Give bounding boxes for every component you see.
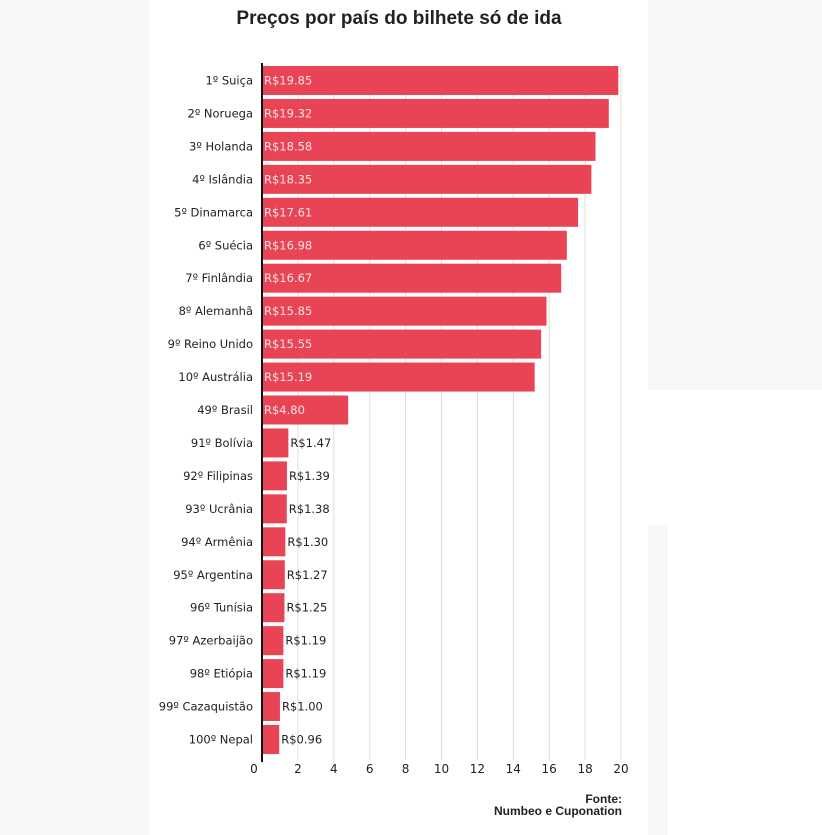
value-label: R$1.39 <box>289 469 330 483</box>
x-tick-label: 16 <box>542 762 557 776</box>
bar <box>262 494 287 524</box>
category-label: 100º Nepal <box>189 733 253 747</box>
value-label: R$1.47 <box>290 436 331 450</box>
value-label: R$1.00 <box>282 700 323 714</box>
value-label: R$18.58 <box>264 139 312 153</box>
bar <box>262 296 547 326</box>
bar <box>262 626 284 656</box>
bar <box>262 98 609 128</box>
bar <box>262 197 579 227</box>
category-label: 8º Alemanhã <box>179 304 253 318</box>
value-label: R$15.19 <box>264 370 312 384</box>
value-label: R$0.96 <box>281 733 322 747</box>
category-label: 6º Suécia <box>198 238 253 252</box>
value-label: R$15.85 <box>264 304 312 318</box>
bar <box>262 725 280 754</box>
x-tick-label: 8 <box>402 762 410 776</box>
value-label: R$4.80 <box>264 403 305 417</box>
category-label: 1º Suiça <box>205 74 253 88</box>
value-label: R$1.38 <box>289 502 330 516</box>
bar <box>262 593 285 623</box>
x-tick-label: 14 <box>506 762 521 776</box>
value-label: R$19.32 <box>264 106 312 120</box>
bar <box>262 395 349 425</box>
x-tick-label: 0 <box>250 762 258 776</box>
bar <box>262 263 562 293</box>
category-label: 92º Filipinas <box>183 469 253 483</box>
x-tick-label: 6 <box>366 762 374 776</box>
category-label: 96º Tunísia <box>190 601 253 615</box>
category-label: 93º Ucrânia <box>185 502 253 516</box>
bar <box>262 230 567 260</box>
x-tick-label: 20 <box>613 762 628 776</box>
background-panel-left <box>0 0 150 835</box>
value-label: R$1.27 <box>287 568 328 582</box>
chart-source: Fonte: Numbeo e Cuponation <box>494 793 622 817</box>
value-label: R$18.35 <box>264 172 312 186</box>
value-label: R$1.19 <box>285 667 326 681</box>
category-label: 49º Brasil <box>197 403 253 417</box>
value-label: R$1.30 <box>287 535 328 549</box>
source-label: Fonte: <box>585 792 622 806</box>
value-label: R$1.19 <box>285 634 326 648</box>
value-label: R$15.55 <box>264 337 312 351</box>
category-label: 9º Reino Unido <box>168 337 253 351</box>
background-panel-right-bottom <box>648 525 668 835</box>
bar <box>262 659 284 689</box>
category-label: 91º Bolívia <box>191 436 253 450</box>
bar <box>262 66 619 95</box>
background-panel-right-top <box>648 0 822 390</box>
category-label: 98º Etiópia <box>190 667 253 681</box>
category-label: 95º Argentina <box>173 568 253 582</box>
x-tick-label: 18 <box>577 762 592 776</box>
bar <box>262 560 285 590</box>
category-label: 97º Azerbaijão <box>169 634 253 648</box>
value-label: R$1.25 <box>286 601 327 615</box>
category-label: 99º Cazaquistão <box>159 700 253 714</box>
category-label: 3º Holanda <box>189 139 253 153</box>
bar <box>262 329 542 359</box>
x-tick-label: 4 <box>330 762 338 776</box>
category-label: 10º Austrália <box>178 370 253 384</box>
value-label: R$16.98 <box>264 238 312 252</box>
category-label: 7º Finlândia <box>185 271 253 285</box>
bar <box>262 461 287 491</box>
bar <box>262 692 280 722</box>
bar <box>262 131 596 161</box>
category-label: 2º Noruega <box>188 106 253 120</box>
x-tick-label: 2 <box>294 762 302 776</box>
source-name: Numbeo e Cuponation <box>494 804 622 818</box>
chart-title: Preços por país do bilhete só de ida <box>236 8 562 29</box>
category-label: 4º Islândia <box>192 172 253 186</box>
bar <box>262 362 535 392</box>
value-label: R$19.85 <box>264 74 312 88</box>
category-label: 94º Armênia <box>181 535 253 549</box>
bar <box>262 428 289 458</box>
value-label: R$16.67 <box>264 271 312 285</box>
x-tick-label: 10 <box>434 762 449 776</box>
bar <box>262 527 286 557</box>
bar <box>262 164 592 194</box>
category-label: 5º Dinamarca <box>174 205 253 219</box>
value-label: R$17.61 <box>264 205 312 219</box>
x-tick-label: 12 <box>470 762 485 776</box>
